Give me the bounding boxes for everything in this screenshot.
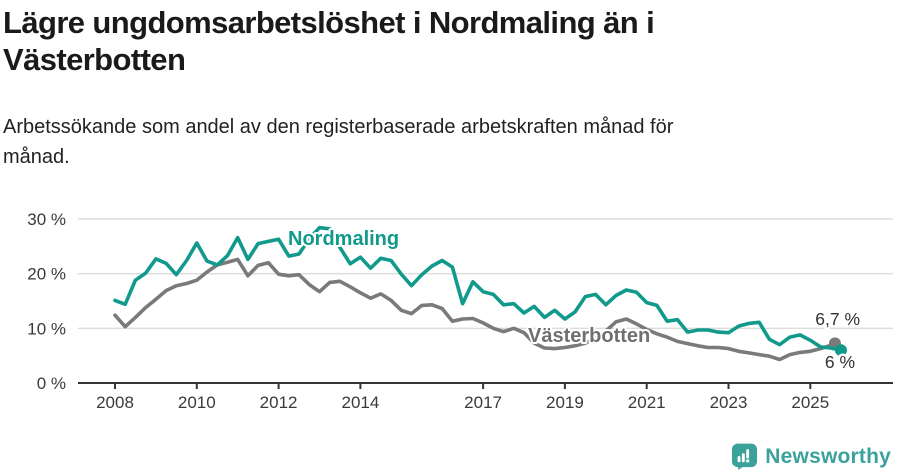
- x-axis-label-2025: 2025: [791, 393, 829, 412]
- end-value-label-nordmaling: 6 %: [825, 352, 855, 372]
- subtitle-line-2: månad.: [3, 146, 70, 168]
- title-line-1: Lägre ungdomsarbetslöshet i Nordmaling ä…: [3, 5, 655, 40]
- x-axis-label-2017: 2017: [464, 393, 502, 412]
- chart-subtitle: Arbetssökande som andel av den registerb…: [3, 112, 863, 172]
- x-axis-label-2010: 2010: [178, 393, 216, 412]
- x-axis-label-2008: 2008: [96, 393, 134, 412]
- newsworthy-logo: Newsworthy: [731, 443, 891, 470]
- x-axis-label-2012: 2012: [260, 393, 298, 412]
- newsworthy-logo-icon: [732, 443, 758, 470]
- y-axis-label-0: 0 %: [37, 374, 66, 393]
- end-value-label-västerbotten: 6,7 %: [815, 309, 860, 329]
- y-axis-label-10: 10 %: [27, 319, 66, 338]
- series-label-nordmaling: Nordmaling: [288, 228, 399, 250]
- newsworthy-logo-text: Newsworthy: [765, 444, 891, 468]
- x-axis-label-2021: 2021: [628, 393, 666, 412]
- y-axis-label-20: 20 %: [27, 265, 66, 284]
- title-line-2: Västerbotten: [3, 42, 186, 77]
- x-axis-label-2023: 2023: [710, 393, 748, 412]
- y-axis-label-30: 30 %: [27, 210, 66, 229]
- x-axis-label-2014: 2014: [341, 393, 379, 412]
- x-axis-label-2019: 2019: [546, 393, 584, 412]
- subtitle-line-1: Arbetssökande som andel av den registerb…: [3, 116, 674, 138]
- series-line-västerbotten: [113, 257, 843, 362]
- page-title: Lägre ungdomsarbetslöshet i Nordmaling ä…: [3, 4, 833, 78]
- series-endpoint-dot-nordmaling: [834, 344, 847, 357]
- series-label-västerbotten: Västerbotten: [528, 325, 650, 347]
- series-line-nordmaling: [113, 225, 843, 353]
